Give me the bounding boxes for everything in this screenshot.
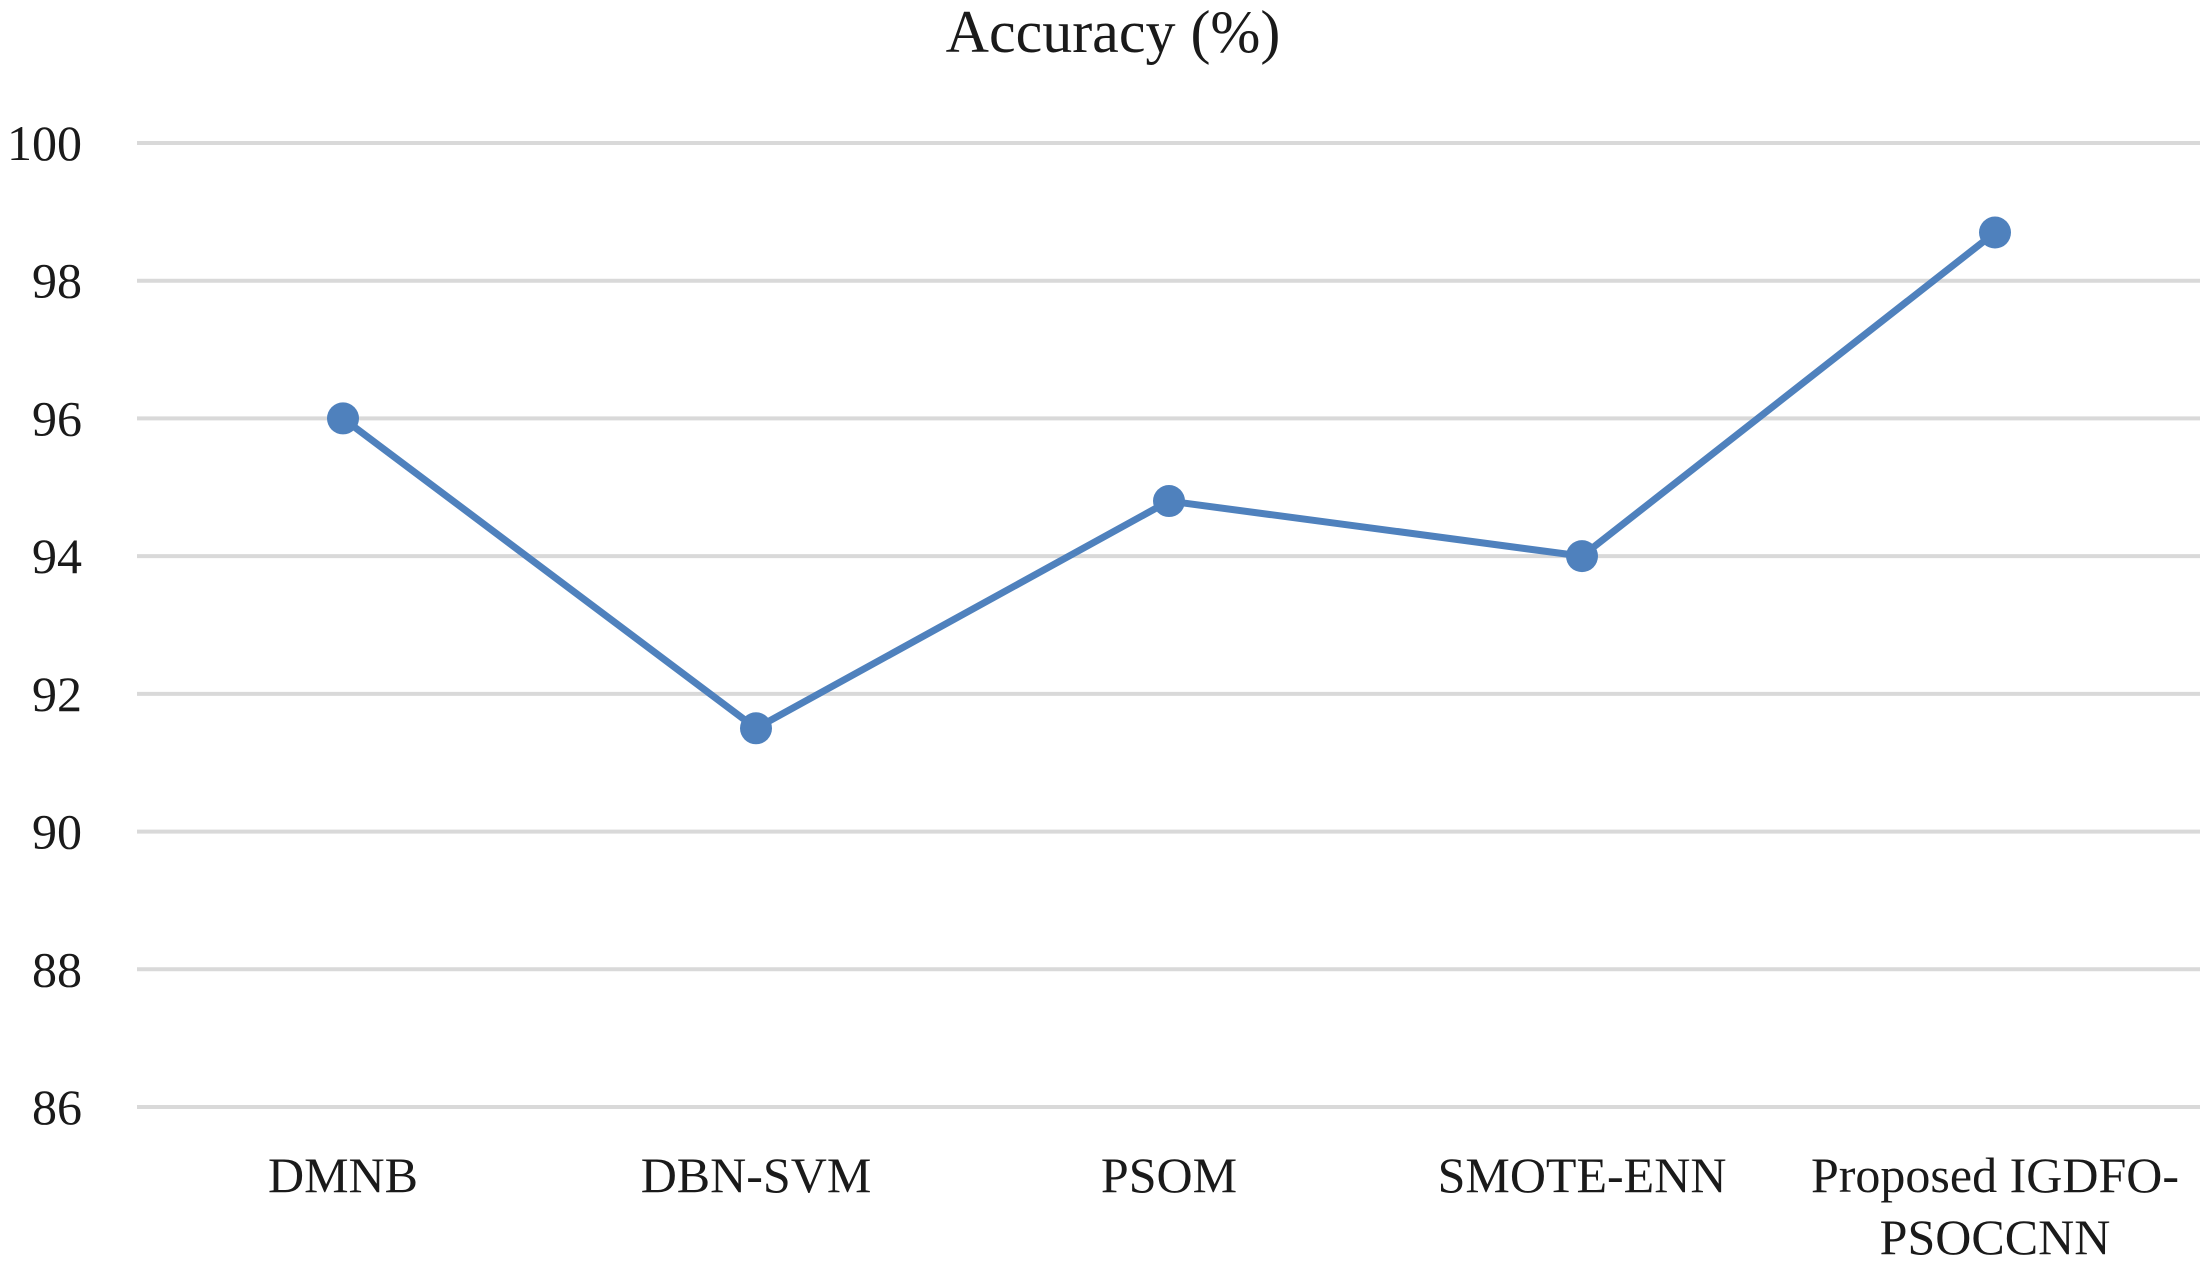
data-point-proposed-igdfo-psoccnn xyxy=(1979,216,2011,249)
x-category-label-line: DMNB xyxy=(268,1147,418,1203)
x-category-label-5: Proposed IGDFO- PSOCCNN xyxy=(1811,1147,2179,1265)
x-category-label-line: PSOCCNN xyxy=(1880,1209,2111,1265)
y-tick-label-96: 96 xyxy=(32,390,82,446)
x-category-label-line: Proposed IGDFO- xyxy=(1811,1147,2179,1203)
data-point-smote-enn xyxy=(1566,540,1598,573)
y-tick-label-92: 92 xyxy=(32,666,82,722)
data-point-dbn-svm xyxy=(740,712,772,745)
data-point-psom xyxy=(1153,485,1185,518)
gridlines xyxy=(137,141,2200,1109)
x-category-label-2: DBN-SVM xyxy=(641,1147,872,1203)
x-category-label-line: DBN-SVM xyxy=(641,1147,872,1203)
series-line-1 xyxy=(339,229,1999,732)
x-category-label-line: SMOTE-ENN xyxy=(1438,1147,1727,1203)
y-tick-label-88: 88 xyxy=(32,941,82,997)
x-category-label-line: PSOM xyxy=(1101,1147,1237,1203)
data-point-dmnb xyxy=(327,402,359,435)
x-category-label-1: DMNB xyxy=(268,1147,418,1203)
y-tick-label-98: 98 xyxy=(32,253,82,309)
x-axis-category-labels: DMNB DBN-SVM PSOM SMOTE-ENN Proposed IGDFO-P… xyxy=(268,1147,2179,1265)
y-axis-tick-labels: 86 88 90 92 94 96 98 100 xyxy=(7,115,82,1135)
data-series xyxy=(327,216,2011,745)
y-tick-label-86: 86 xyxy=(32,1079,82,1135)
y-tick-label-90: 90 xyxy=(32,804,82,860)
chart-title: Accuracy (%) xyxy=(946,0,1281,65)
x-category-label-3: PSOM xyxy=(1101,1147,1237,1203)
y-tick-label-94: 94 xyxy=(32,528,82,584)
y-tick-label-100: 100 xyxy=(7,115,82,171)
x-category-label-4: SMOTE-ENN xyxy=(1438,1147,1727,1203)
